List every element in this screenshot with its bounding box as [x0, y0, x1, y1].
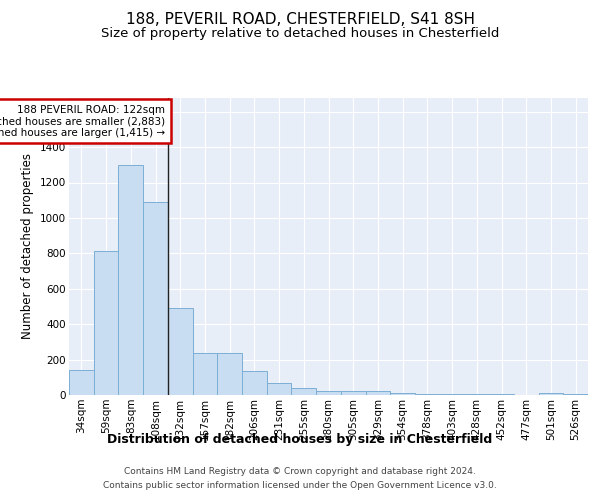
Bar	[94, 250, 118, 395]
Text: Contains HM Land Registry data © Crown copyright and database right 2024.: Contains HM Land Registry data © Crown c…	[124, 468, 476, 476]
Bar	[242, 371, 267, 395]
Y-axis label: Number of detached properties: Number of detached properties	[22, 153, 34, 340]
Bar	[143, 202, 168, 395]
Bar	[118, 165, 143, 395]
Text: Distribution of detached houses by size in Chesterfield: Distribution of detached houses by size …	[107, 432, 493, 446]
Bar	[217, 354, 242, 395]
Bar	[193, 354, 217, 395]
Bar	[365, 392, 390, 395]
Text: 188 PEVERIL ROAD: 122sqm
← 67% of detached houses are smaller (2,883)
33% of sem: 188 PEVERIL ROAD: 122sqm ← 67% of detach…	[0, 104, 166, 138]
Bar	[489, 394, 514, 395]
Bar	[341, 392, 365, 395]
Bar	[292, 388, 316, 395]
Bar	[415, 394, 440, 395]
Text: 188, PEVERIL ROAD, CHESTERFIELD, S41 8SH: 188, PEVERIL ROAD, CHESTERFIELD, S41 8SH	[125, 12, 475, 28]
Bar	[316, 390, 341, 395]
Bar	[168, 308, 193, 395]
Text: Size of property relative to detached houses in Chesterfield: Size of property relative to detached ho…	[101, 28, 499, 40]
Bar	[563, 394, 588, 395]
Bar	[539, 393, 563, 395]
Bar	[464, 394, 489, 395]
Bar	[267, 384, 292, 395]
Text: Contains public sector information licensed under the Open Government Licence v3: Contains public sector information licen…	[103, 481, 497, 490]
Bar	[390, 393, 415, 395]
Bar	[69, 370, 94, 395]
Bar	[440, 394, 464, 395]
